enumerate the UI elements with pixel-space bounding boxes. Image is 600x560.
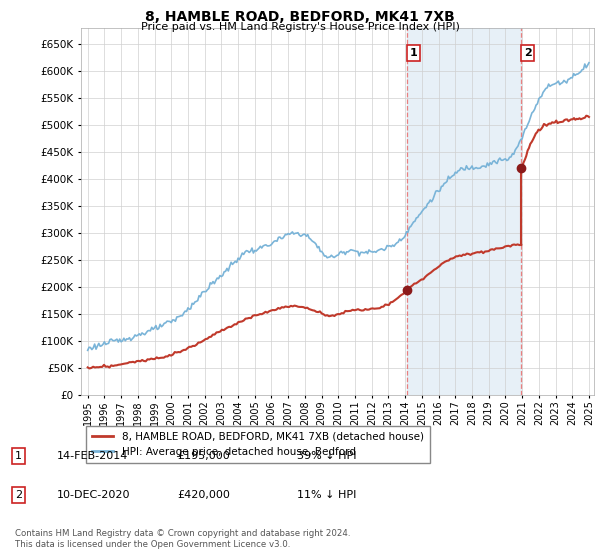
Text: 2: 2 [15, 490, 22, 500]
Text: 8, HAMBLE ROAD, BEDFORD, MK41 7XB: 8, HAMBLE ROAD, BEDFORD, MK41 7XB [145, 10, 455, 24]
Text: £195,000: £195,000 [177, 451, 230, 461]
Text: Contains HM Land Registry data © Crown copyright and database right 2024.
This d: Contains HM Land Registry data © Crown c… [15, 529, 350, 549]
Legend: 8, HAMBLE ROAD, BEDFORD, MK41 7XB (detached house), HPI: Average price, detached: 8, HAMBLE ROAD, BEDFORD, MK41 7XB (detac… [86, 426, 430, 463]
Text: 1: 1 [410, 48, 418, 58]
Text: 11% ↓ HPI: 11% ↓ HPI [297, 490, 356, 500]
Text: 39% ↓ HPI: 39% ↓ HPI [297, 451, 356, 461]
Text: 1: 1 [15, 451, 22, 461]
Text: 10-DEC-2020: 10-DEC-2020 [57, 490, 131, 500]
Bar [407, 28, 521, 395]
Text: 2: 2 [524, 48, 532, 58]
Text: Price paid vs. HM Land Registry's House Price Index (HPI): Price paid vs. HM Land Registry's House … [140, 22, 460, 32]
Text: £420,000: £420,000 [177, 490, 230, 500]
Text: 14-FEB-2014: 14-FEB-2014 [57, 451, 128, 461]
